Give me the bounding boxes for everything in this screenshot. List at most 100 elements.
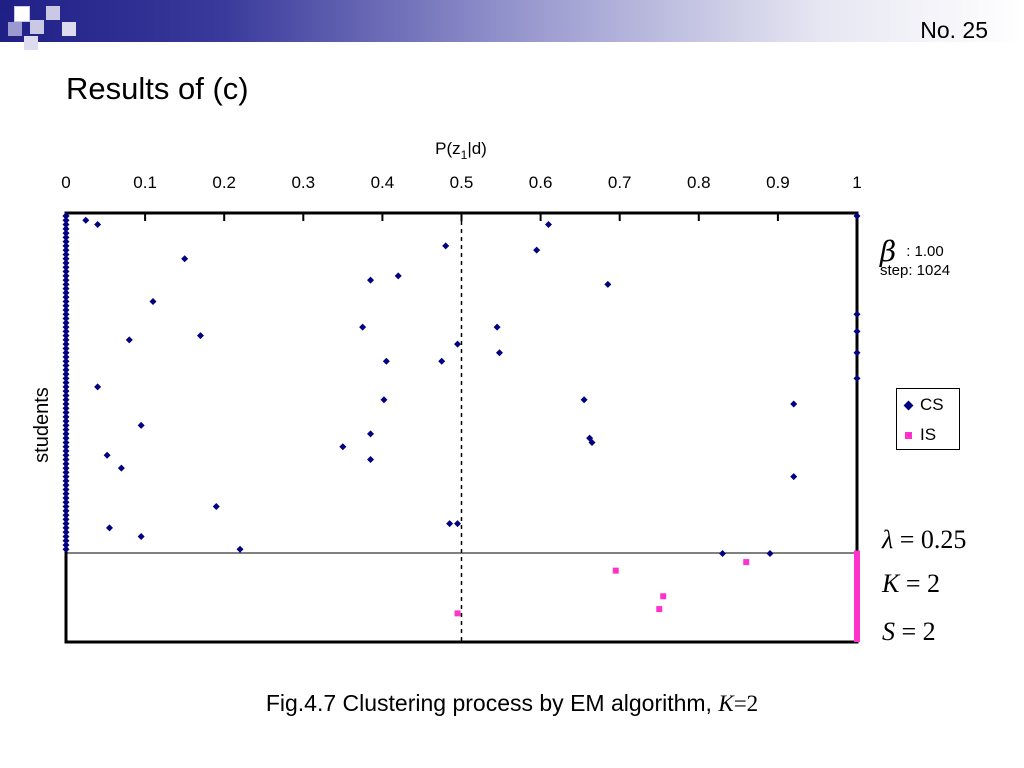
cs-point: [853, 374, 861, 382]
beta-line: β : 1.00: [880, 235, 950, 268]
cs-point: [394, 272, 402, 280]
cs-point: [62, 310, 70, 318]
x-tick-label: 0.4: [371, 173, 395, 192]
is-point: [854, 559, 860, 566]
lambda-value: = 0.25: [899, 525, 967, 554]
cs-point: [62, 353, 70, 361]
s-value: = 2: [901, 617, 936, 646]
cs-point: [62, 302, 70, 310]
is-point: [854, 563, 860, 570]
cs-point: [62, 426, 70, 434]
cs-point: [62, 494, 70, 502]
cs-point: [367, 276, 375, 284]
cs-point: [719, 550, 727, 558]
slide-title: Results of (c): [66, 71, 249, 106]
cs-point: [62, 242, 70, 250]
is-point: [854, 597, 860, 604]
is-point: [743, 559, 750, 566]
cs-point: [62, 515, 70, 523]
cs-point: [62, 409, 70, 417]
cs-point: [438, 357, 446, 365]
k-equation: K = 2: [882, 569, 940, 599]
cs-point: [62, 370, 70, 378]
legend-item-cs: CS: [903, 395, 944, 415]
x-tick-label: 0.5: [450, 173, 474, 192]
cs-point: [62, 250, 70, 258]
cs-point: [125, 336, 133, 344]
cs-point: [62, 340, 70, 348]
k-symbol: K: [882, 569, 900, 598]
is-point: [660, 593, 667, 600]
is-point: [854, 584, 860, 591]
cs-point: [62, 383, 70, 391]
cs-point: [588, 438, 596, 446]
cs-point: [62, 349, 70, 357]
cs-point: [62, 447, 70, 455]
cs-point: [495, 349, 503, 357]
cs-point: [62, 524, 70, 532]
cs-point: [62, 362, 70, 370]
decor-square-4: [30, 20, 44, 34]
x-axis-label: P(z1|d): [435, 139, 487, 162]
cs-point: [196, 332, 204, 340]
cs-point: [62, 280, 70, 288]
cs-point: [62, 332, 70, 340]
cs-point: [62, 327, 70, 335]
cs-point: [106, 524, 114, 532]
cs-point: [62, 323, 70, 331]
beta-value: : 1.00: [906, 243, 944, 260]
cs-point: [62, 263, 70, 271]
is-point: [854, 614, 860, 621]
cs-point: [853, 310, 861, 318]
is-point: [854, 576, 860, 583]
cs-point: [359, 323, 367, 331]
cs-point: [62, 293, 70, 301]
is-point: [854, 567, 860, 574]
x-axis-label-sub: 1: [461, 148, 468, 162]
cs-point: [493, 323, 501, 331]
slide-number: No. 25: [920, 17, 988, 43]
decor-square-6: [24, 36, 38, 50]
caption-eq: =2: [733, 691, 759, 716]
figure-caption: Fig.4.7 Clustering process by EM algorit…: [0, 690, 1024, 717]
cs-point: [62, 490, 70, 498]
cs-point: [137, 532, 145, 540]
cs-point: [367, 430, 375, 438]
is-point: [854, 627, 860, 634]
is-point: [612, 567, 619, 574]
cs-point: [62, 379, 70, 387]
cs-point: [62, 246, 70, 254]
cs-point: [367, 456, 375, 464]
cs-point: [853, 327, 861, 335]
parameters-box: β : 1.00 step: 1024: [880, 235, 950, 280]
cs-point: [82, 216, 90, 224]
cs-point: [137, 421, 145, 429]
cs-point: [853, 212, 861, 220]
cs-point: [62, 456, 70, 464]
cs-point: [62, 391, 70, 399]
is-point: [854, 623, 860, 630]
cs-point: [62, 297, 70, 305]
cs-point: [94, 383, 102, 391]
beta-symbol: β: [880, 235, 897, 268]
cs-point: [62, 477, 70, 485]
cs-point: [62, 417, 70, 425]
legend-label-is: IS: [920, 425, 937, 444]
cs-point: [62, 528, 70, 536]
cs-point: [339, 443, 347, 451]
cs-point: [62, 216, 70, 224]
cs-point: [454, 520, 462, 528]
cs-point: [62, 464, 70, 472]
cs-point: [62, 413, 70, 421]
x-tick-label: 1: [852, 173, 861, 192]
x-tick-labels: 0 0.1 0.2 0.3 0.4 0.5 0.6 0.7 0.8 0.9 1: [61, 173, 861, 192]
cs-point: [62, 233, 70, 241]
is-point: [854, 593, 860, 600]
s-equation: S = 2: [882, 617, 936, 647]
cs-point: [62, 498, 70, 506]
cs-point: [62, 387, 70, 395]
cs-point: [62, 357, 70, 365]
caption-text: Fig.4.7 Clustering process by EM algorit…: [265, 690, 719, 716]
k-value: = 2: [905, 569, 941, 598]
